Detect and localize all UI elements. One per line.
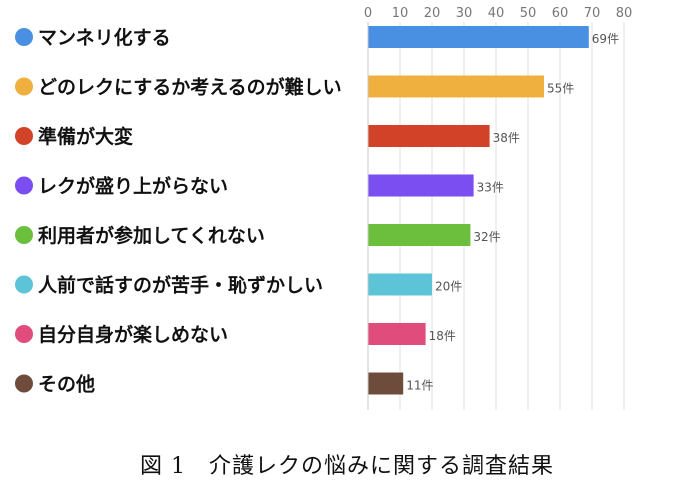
bar [368, 273, 432, 296]
bar [368, 372, 404, 395]
category-marker [15, 176, 33, 195]
category-marker [15, 28, 33, 46]
bar [368, 174, 474, 197]
category-marker [15, 127, 33, 145]
x-tick-label: 50 [520, 6, 537, 21]
data-label: 38件 [493, 131, 520, 145]
category-marker [15, 275, 33, 294]
data-label: 33件 [477, 181, 504, 195]
data-label: 32件 [473, 230, 500, 244]
data-label: 69件 [592, 32, 619, 46]
x-tick-label: 0 [364, 6, 372, 21]
bar [368, 224, 471, 246]
category-label: マンネリ化する [38, 26, 171, 49]
category-marker [15, 77, 33, 96]
x-tick-label: 80 [616, 6, 633, 21]
category-label: 自分自身が楽しめない [38, 323, 228, 346]
bar [368, 75, 544, 98]
x-tick-label: 70 [584, 6, 601, 21]
bar [368, 323, 426, 345]
x-tick-label: 10 [392, 6, 409, 21]
category-marker [15, 325, 33, 343]
data-label: 18件 [429, 329, 456, 343]
category-marker [15, 374, 33, 393]
bar-chart: 0 10 20 30 40 50 60 70 80 マンネリ化する 69件どのレクにするか考えるのが… [15, 6, 633, 410]
bar [368, 26, 589, 48]
x-tick-label: 20 [424, 6, 441, 21]
x-tick-label: 60 [552, 6, 569, 21]
data-label: 55件 [547, 82, 574, 96]
category-marker [15, 226, 33, 244]
category-label: 人前で話すのが苦手・恥ずかしい [38, 274, 323, 297]
category-label: レクが盛り上がらない [38, 175, 228, 198]
figure-caption: 図 1 介護レクの悩みに関する調査結果 [140, 454, 554, 479]
category-label: どのレクにするか考えるのが難しい [38, 76, 342, 99]
x-tick-label: 30 [456, 6, 473, 21]
category-label: 利用者が参加してくれない [38, 224, 265, 247]
data-label: 11件 [406, 379, 433, 393]
category-label: 準備が大変 [38, 125, 133, 148]
data-label: 20件 [435, 280, 462, 294]
bar [368, 125, 490, 147]
category-label: その他 [38, 373, 95, 396]
x-tick-label: 40 [488, 6, 505, 21]
